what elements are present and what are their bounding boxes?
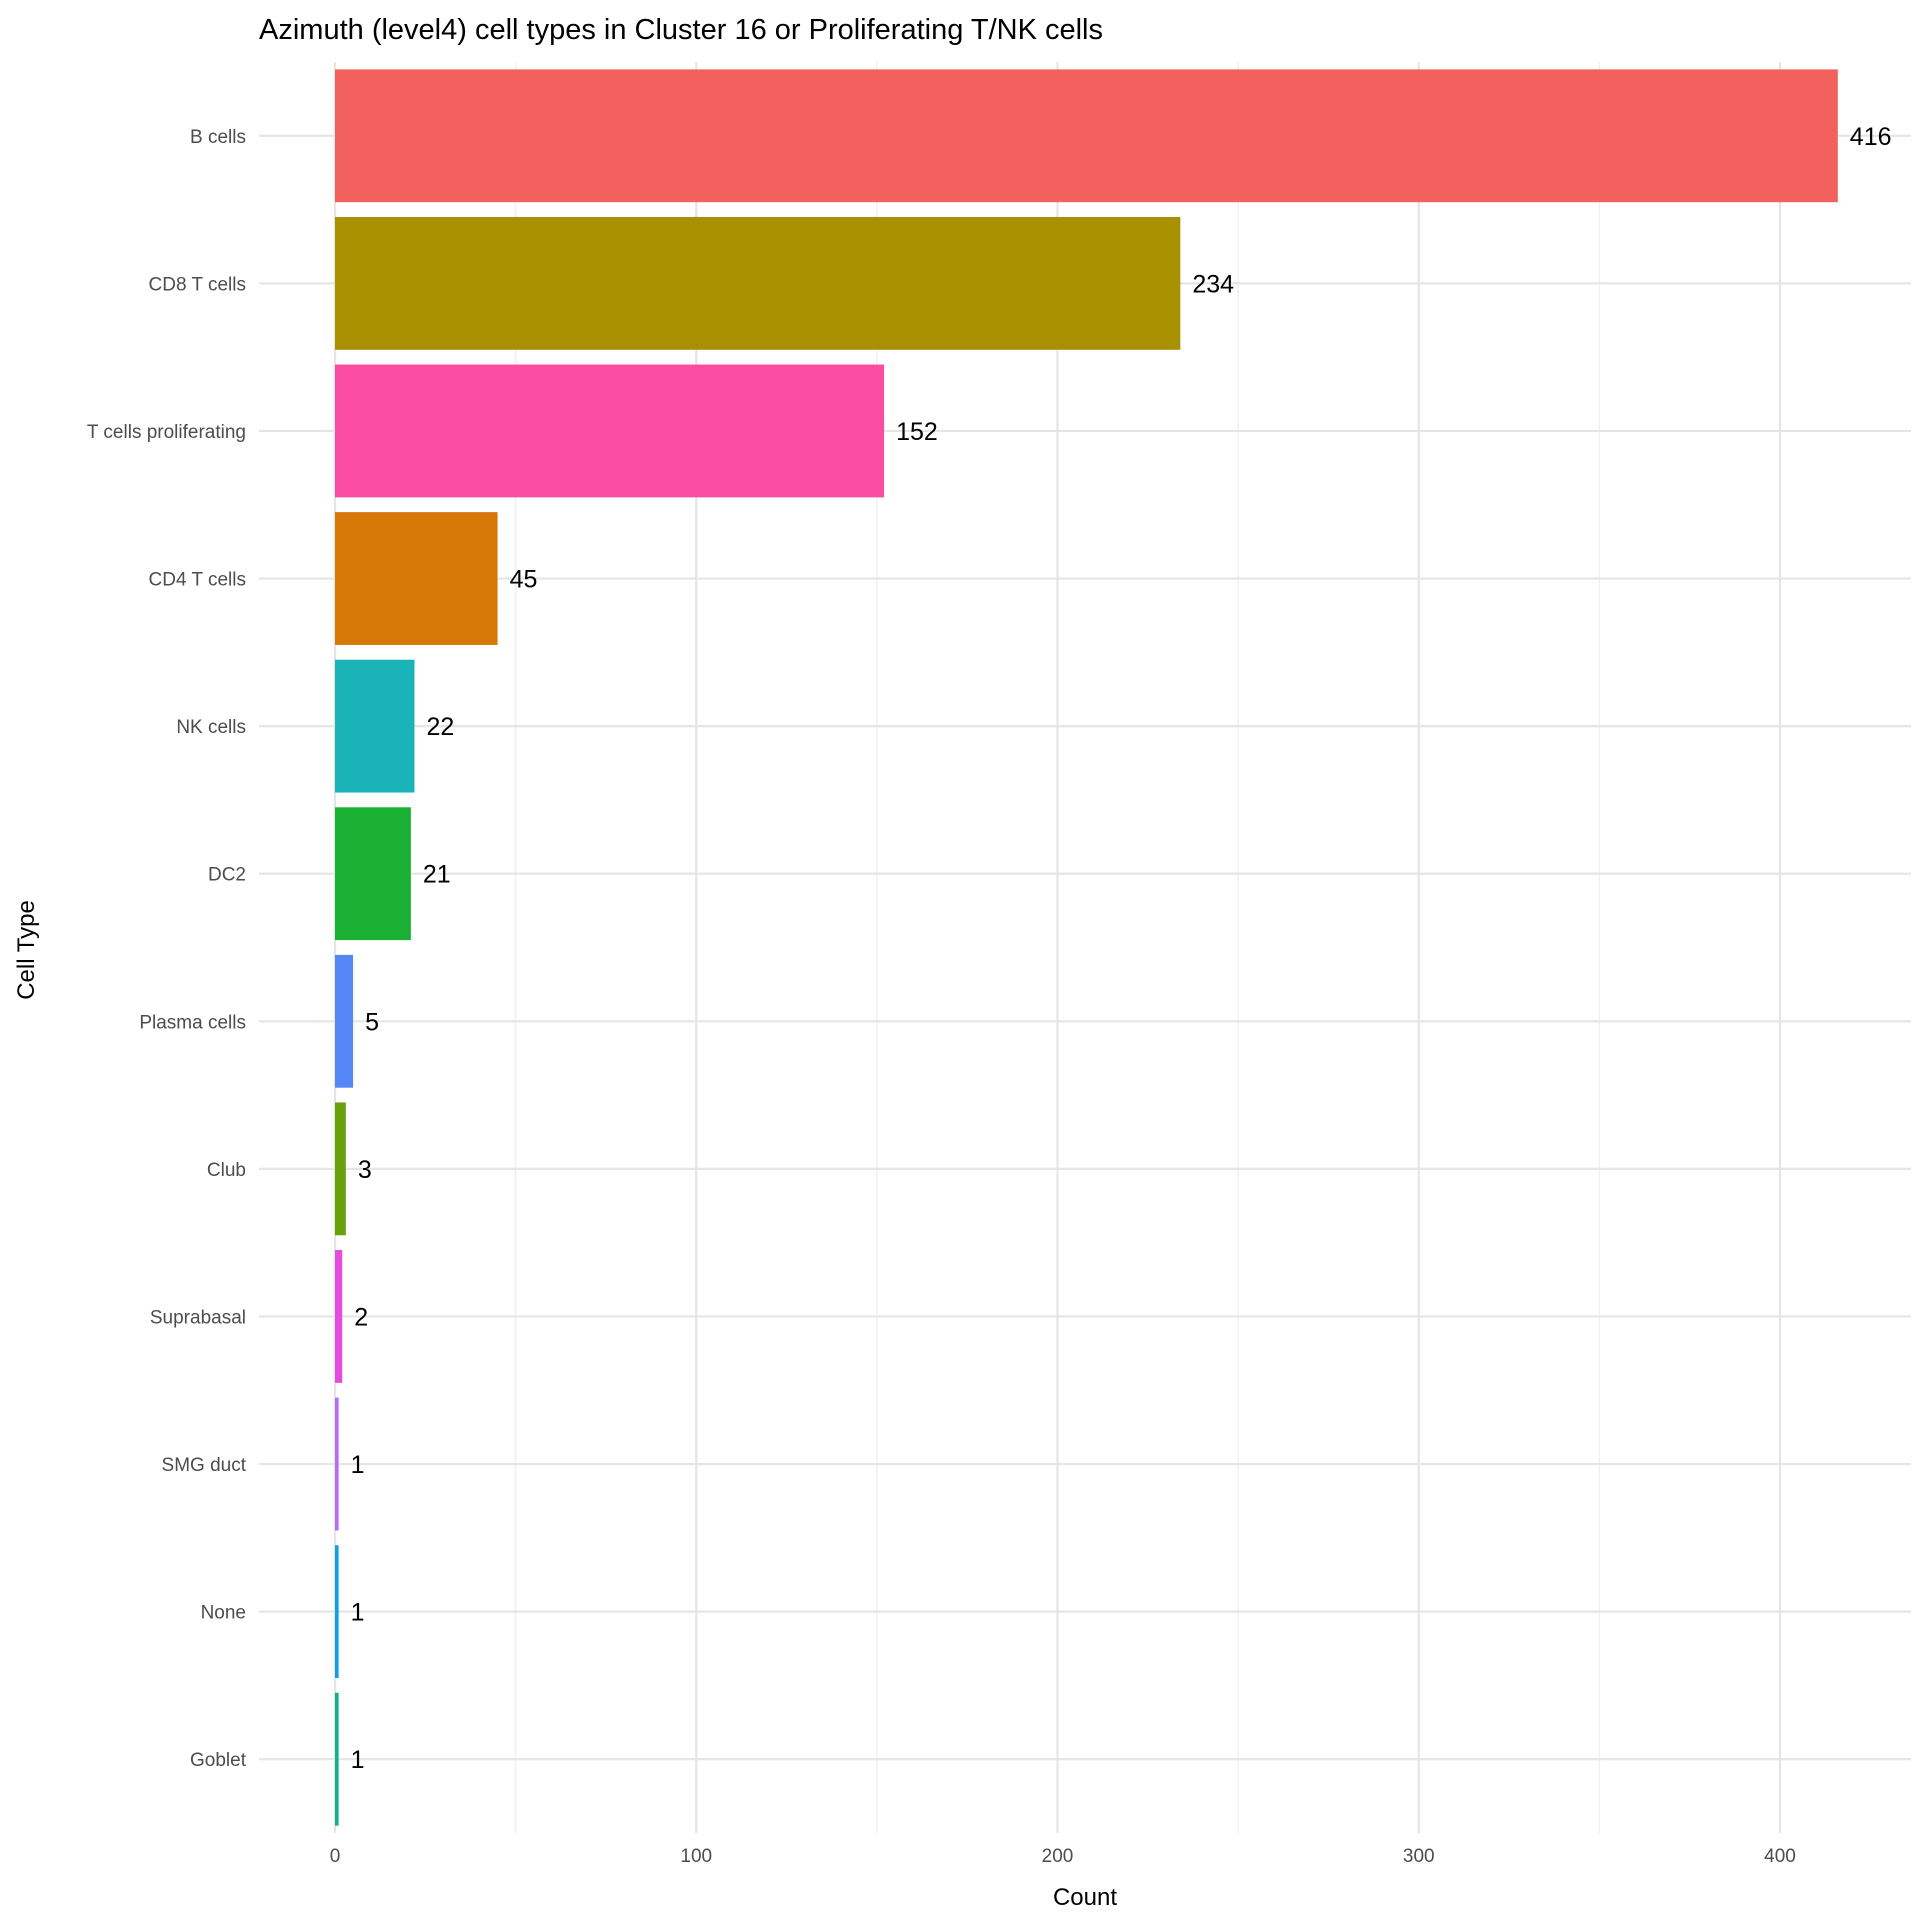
bar: [335, 807, 411, 941]
y-tick-label: Goblet: [190, 1750, 247, 1771]
bar: [335, 1545, 339, 1679]
data-label: 45: [510, 566, 538, 594]
x-tick-label: 0: [330, 1846, 341, 1867]
data-label: 22: [426, 713, 454, 741]
y-tick-label: Club: [207, 1160, 246, 1181]
x-tick-label: 400: [1764, 1846, 1796, 1867]
y-tick-label: NK cells: [176, 717, 246, 738]
y-tick-label: None: [201, 1603, 246, 1624]
y-tick-label: DC2: [208, 865, 246, 886]
y-tick-label: CD8 T cells: [149, 274, 247, 295]
y-axis-title: Cell Type: [13, 900, 40, 1000]
bar-layer: [335, 69, 1838, 1826]
y-tick-label: Suprabasal: [150, 1307, 246, 1328]
y-tick-label: CD4 T cells: [149, 570, 247, 591]
data-label: 3: [358, 1156, 372, 1184]
x-axis-tick-labels: 0 100 200 300 400: [330, 1846, 1796, 1867]
bar: [335, 512, 498, 645]
data-label: 21: [423, 861, 451, 889]
x-tick-label: 300: [1403, 1846, 1435, 1867]
x-tick-label: 200: [1042, 1846, 1074, 1867]
bar: [335, 1250, 343, 1383]
x-tick-label: 100: [680, 1846, 712, 1867]
bar: [335, 1397, 339, 1531]
chart-title: Azimuth (level4) cell types in Cluster 1…: [259, 14, 1103, 46]
y-tick-label: SMG duct: [162, 1455, 247, 1476]
data-label: 234: [1192, 270, 1234, 298]
data-label: 5: [365, 1008, 379, 1036]
bar: [335, 1102, 346, 1236]
y-tick-label: Plasma cells: [139, 1012, 246, 1033]
data-label: 2: [354, 1303, 368, 1331]
bar: [335, 69, 1838, 203]
data-label: 1: [351, 1451, 365, 1479]
y-tick-label: B cells: [190, 127, 246, 148]
data-label: 416: [1850, 123, 1892, 151]
y-axis-tick-labels: B cells CD8 T cells T cells proliferating C…: [87, 127, 247, 1771]
bar: [335, 1692, 339, 1826]
bar: [335, 659, 415, 793]
data-label: 1: [351, 1599, 365, 1627]
x-axis-title: Count: [1053, 1884, 1117, 1911]
bar: [335, 364, 885, 498]
data-label: 152: [896, 418, 938, 446]
y-tick-label: T cells proliferating: [87, 422, 246, 443]
data-label: 1: [351, 1746, 365, 1774]
bar: [335, 216, 1181, 350]
bar: [335, 954, 354, 1088]
